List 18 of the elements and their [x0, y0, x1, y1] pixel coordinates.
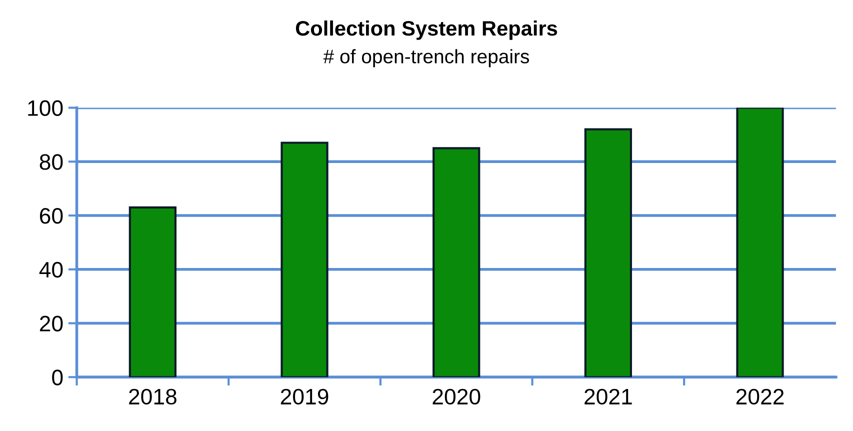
- y-tick-label: 40: [39, 262, 63, 278]
- bar: [128, 206, 177, 378]
- y-tick-label: 20: [40, 316, 63, 332]
- x-tick-label: 2022: [736, 388, 784, 405]
- x-tick-label: 2021: [584, 388, 632, 405]
- chart-subtitle: # of open-trench repairs: [323, 49, 530, 68]
- x-tick-label: 2019: [280, 388, 328, 405]
- x-tick-label: 2018: [129, 388, 176, 405]
- bar: [584, 128, 632, 378]
- bar: [280, 142, 328, 378]
- x-tick-label: 2020: [432, 388, 480, 405]
- y-tick-label: 80: [40, 154, 63, 170]
- y-tick-label: 60: [40, 208, 63, 224]
- chart-title: Collection System Repairs: [296, 20, 558, 40]
- y-tick-label: 100: [28, 100, 63, 116]
- bar: [736, 108, 784, 378]
- y-tick-label: 0: [52, 370, 63, 386]
- bar: [432, 147, 480, 378]
